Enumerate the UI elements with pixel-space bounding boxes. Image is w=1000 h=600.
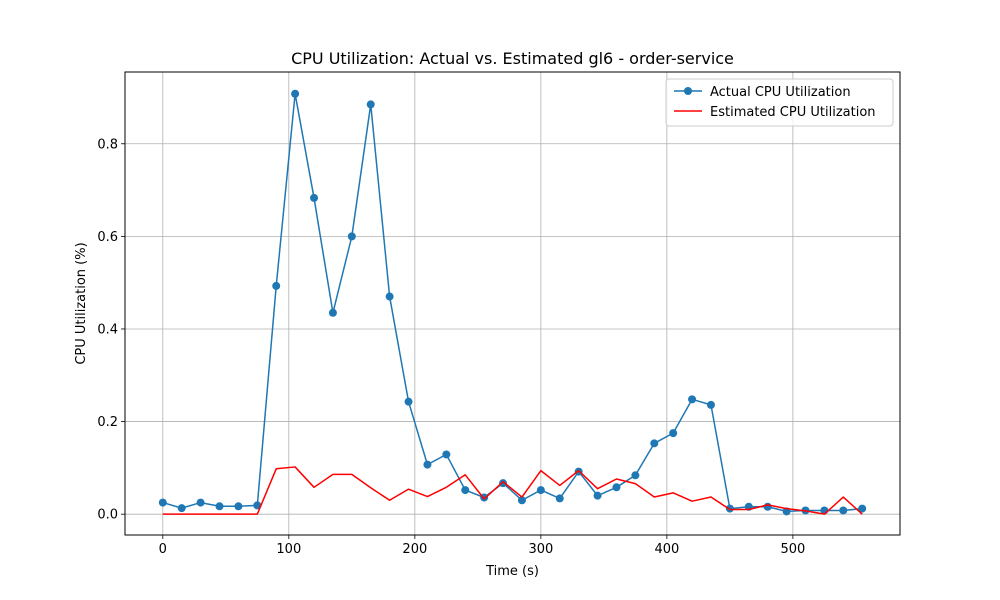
y-tick-label: 0.8 (97, 137, 118, 152)
x-tick-label: 500 (780, 542, 805, 557)
data-point-actual-cpu-utilization (291, 89, 300, 98)
data-point-actual-cpu-utilization (366, 100, 375, 109)
grid (125, 72, 900, 535)
data-point-actual-cpu-utilization (669, 429, 678, 438)
axis-ticks: 0 100 200 300 400 500 0.0 0.2 0.4 0.6 0.8 (97, 137, 805, 557)
series-layer (158, 89, 867, 516)
data-point-actual-cpu-utilization (423, 460, 432, 469)
legend: Actual CPU Utilization Estimated CPU Uti… (665, 78, 894, 127)
legend-marker-actual (684, 87, 692, 95)
chart-title: CPU Utilization: Actual vs. Estimated gl… (291, 49, 734, 68)
data-point-actual-cpu-utilization (442, 450, 451, 459)
data-point-actual-cpu-utilization (253, 501, 262, 510)
y-axis-label: CPU Utilization (%) (74, 242, 89, 364)
data-point-actual-cpu-utilization (858, 504, 867, 513)
data-point-actual-cpu-utilization (310, 193, 319, 202)
x-tick-label: 200 (402, 542, 427, 557)
data-point-actual-cpu-utilization (536, 486, 545, 495)
x-axis-label: Time (s) (485, 564, 539, 579)
y-tick-label: 0.2 (97, 415, 118, 430)
data-point-actual-cpu-utilization (404, 397, 413, 406)
data-point-actual-cpu-utilization (631, 471, 640, 480)
y-tick-label: 0.6 (97, 230, 118, 245)
data-point-actual-cpu-utilization (593, 491, 602, 500)
x-tick-label: 300 (528, 542, 553, 557)
data-point-actual-cpu-utilization (158, 498, 167, 507)
data-point-actual-cpu-utilization (234, 502, 243, 511)
data-point-actual-cpu-utilization (517, 496, 526, 505)
data-point-actual-cpu-utilization (272, 281, 281, 290)
data-point-actual-cpu-utilization (385, 292, 394, 301)
y-tick-label: 0.0 (97, 508, 118, 523)
x-tick-label: 0 (159, 542, 167, 557)
data-point-actual-cpu-utilization (725, 504, 734, 513)
data-point-actual-cpu-utilization (196, 498, 205, 507)
data-point-actual-cpu-utilization (688, 395, 697, 404)
data-point-actual-cpu-utilization (328, 308, 337, 317)
data-point-actual-cpu-utilization (706, 400, 715, 409)
series-line-estimated-cpu-utilization (162, 466, 863, 515)
legend-box (665, 78, 894, 127)
data-point-actual-cpu-utilization (763, 502, 772, 511)
data-point-actual-cpu-utilization (612, 483, 621, 492)
legend-label-actual: Actual CPU Utilization (710, 85, 851, 100)
data-point-actual-cpu-utilization (215, 502, 224, 511)
data-point-actual-cpu-utilization (839, 506, 848, 515)
data-point-actual-cpu-utilization (177, 504, 186, 513)
legend-label-estimated: Estimated CPU Utilization (710, 105, 876, 120)
data-point-actual-cpu-utilization (555, 494, 564, 503)
data-point-actual-cpu-utilization (650, 439, 659, 448)
data-point-actual-cpu-utilization (461, 486, 470, 495)
data-point-actual-cpu-utilization (347, 232, 356, 241)
data-point-actual-cpu-utilization (499, 479, 508, 488)
x-tick-label: 100 (276, 542, 301, 557)
plot-frame (124, 71, 901, 536)
y-tick-label: 0.4 (97, 322, 118, 337)
x-tick-label: 400 (654, 542, 679, 557)
